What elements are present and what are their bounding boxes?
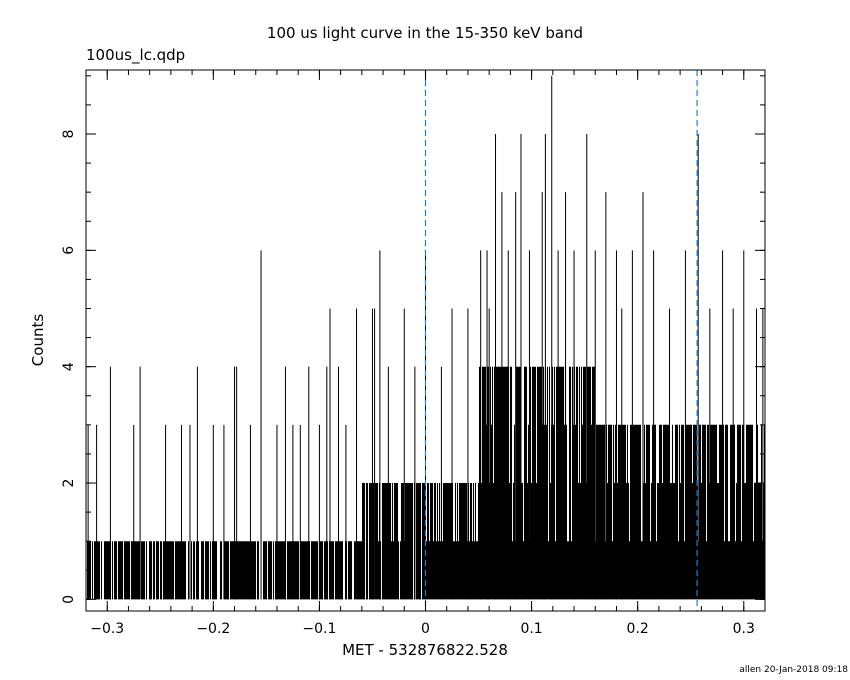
- y-tick-label-0: 0: [61, 595, 77, 604]
- footer-stamp: allen 20-Jan-2018 09:18: [739, 665, 848, 675]
- x-tick-label-5: 0.2: [627, 621, 649, 637]
- x-tick-label-2: −0.1: [302, 621, 336, 637]
- x-tick-label-4: 0.1: [520, 621, 542, 637]
- x-axis-label: MET - 532876822.528: [342, 641, 508, 659]
- x-tick-label-6: 0.3: [733, 621, 755, 637]
- x-tick-label-0: −0.3: [90, 621, 124, 637]
- y-tick-label-3: 6: [61, 246, 77, 255]
- x-tick-label-1: −0.2: [196, 621, 230, 637]
- y-tick-label-2: 4: [61, 362, 77, 371]
- x-tick-label-3: 0: [421, 621, 430, 637]
- vertical-markers: [424, 70, 698, 611]
- y-tick-label-1: 2: [61, 479, 77, 488]
- chart-subtitle: 100us_lc.qdp: [86, 46, 185, 65]
- light-curve-bars: [86, 75, 766, 600]
- x-axis-ticks: −0.3 −0.2 −0.1 0 0.1 0.2 0.3: [85, 70, 766, 637]
- y-axis-label: Counts: [29, 314, 47, 367]
- chart-title: 100 us light curve in the 15-350 keV ban…: [267, 24, 583, 42]
- y-tick-label-4: 8: [61, 130, 77, 139]
- y-axis-ticks: 0 2 4 6 8: [61, 75, 765, 604]
